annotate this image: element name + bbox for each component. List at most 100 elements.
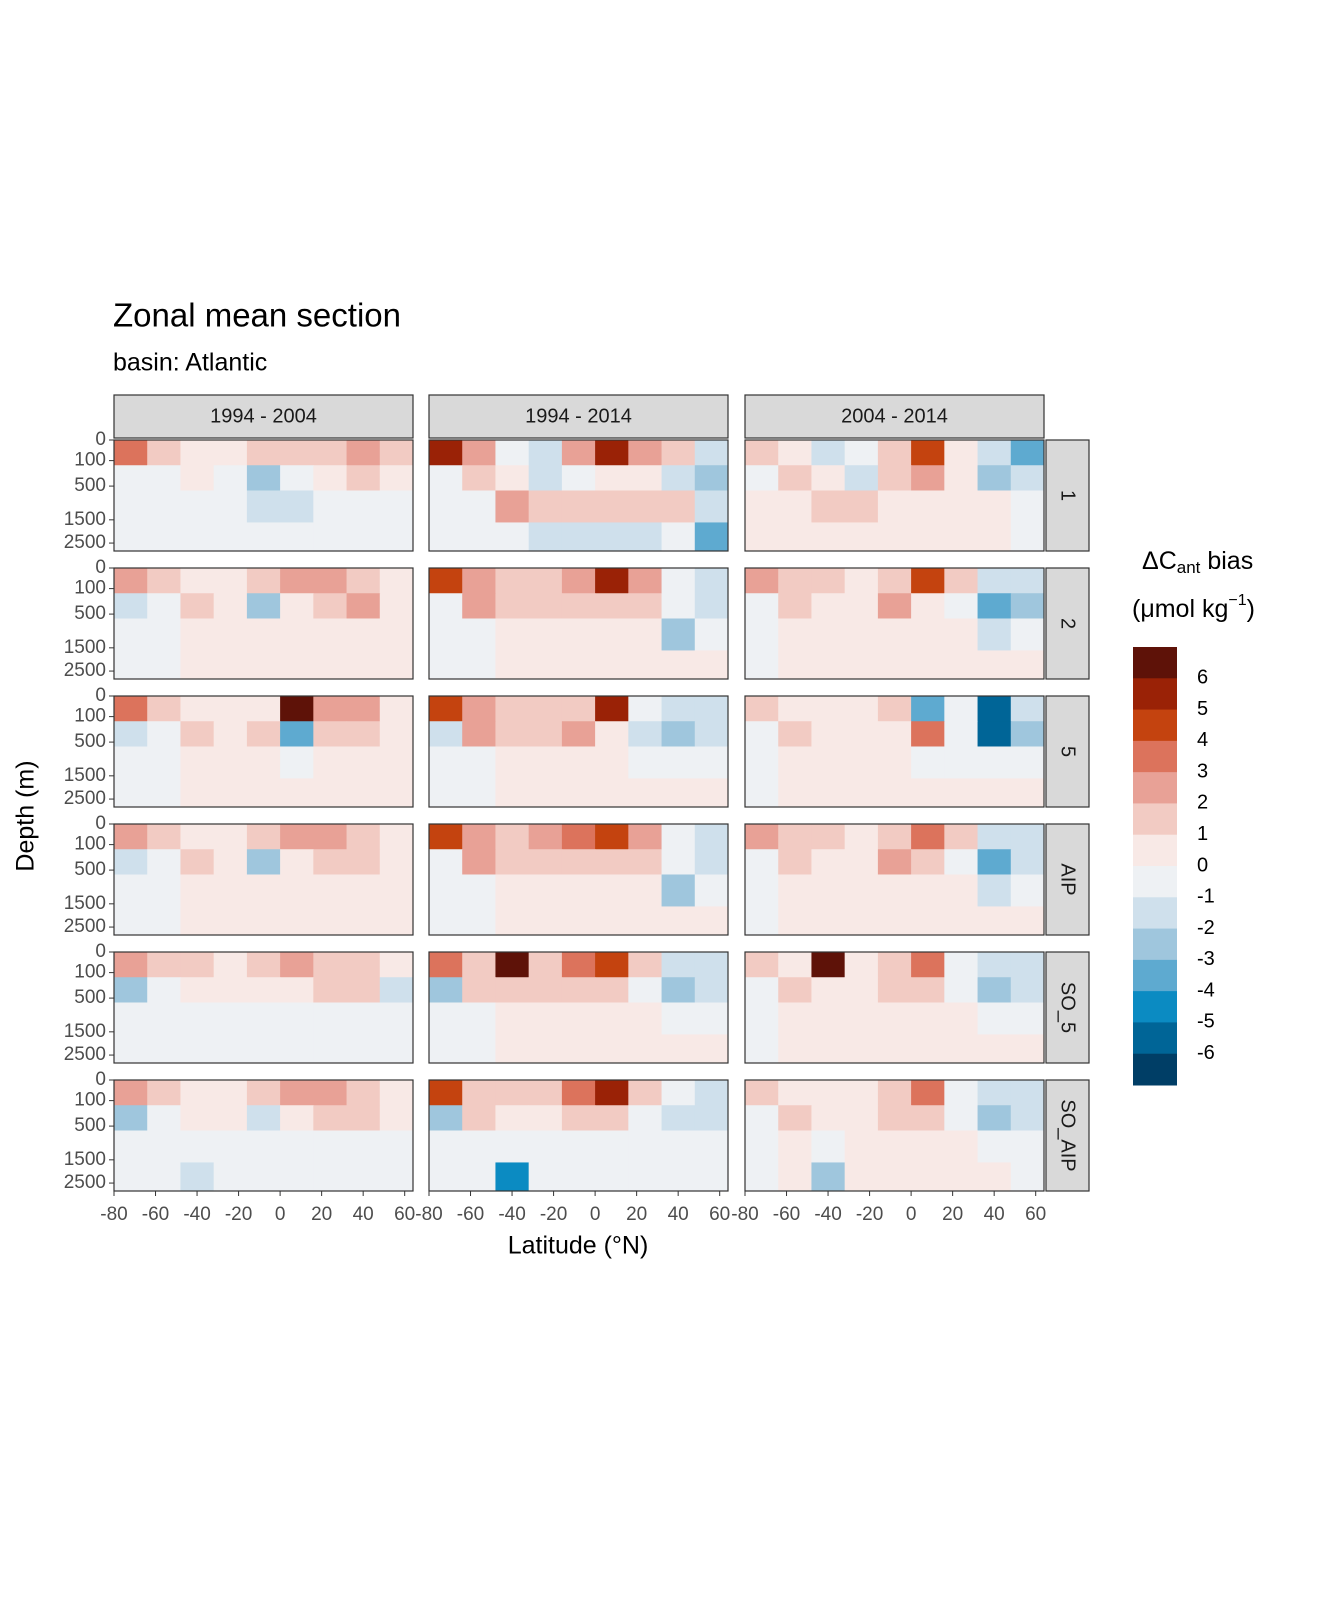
contour-cell <box>944 824 979 850</box>
contour-cell <box>811 824 846 850</box>
contour-cell <box>313 952 348 978</box>
contour-cell <box>1010 1002 1045 1035</box>
contour-cell <box>977 977 1012 1003</box>
contour-cell <box>561 746 596 779</box>
contour-cell <box>246 721 281 747</box>
contour-cell <box>595 568 629 594</box>
contour-cell <box>114 568 148 594</box>
contour-cell <box>811 977 846 1003</box>
contour-cell <box>911 650 945 680</box>
contour-cell <box>628 568 663 594</box>
contour-cell <box>213 696 248 722</box>
contour-cell <box>1010 1080 1045 1106</box>
x-tick-label: -60 <box>142 1204 169 1225</box>
contour-cell <box>745 568 779 594</box>
contour-cell <box>213 1162 248 1192</box>
contour-cell <box>346 440 381 466</box>
contour-cell <box>745 721 779 747</box>
legend-swatch <box>1133 709 1177 742</box>
contour-cell <box>246 696 281 722</box>
contour-cell <box>745 824 779 850</box>
contour-cell <box>595 522 629 552</box>
contour-cell <box>313 1002 348 1035</box>
contour-cell <box>346 1002 381 1035</box>
contour-cell <box>114 952 148 978</box>
contour-cell <box>877 874 912 907</box>
contour-cell <box>1010 746 1045 779</box>
contour-cell <box>844 465 879 491</box>
contour-cell <box>429 568 463 594</box>
contour-cell <box>280 824 314 850</box>
contour-cell <box>778 824 812 850</box>
contour-cell <box>844 1162 879 1192</box>
contour-cell <box>595 618 629 651</box>
contour-cell <box>561 824 596 850</box>
contour-cell <box>462 465 496 491</box>
contour-cell <box>661 1034 696 1064</box>
contour-cell <box>280 618 314 651</box>
contour-cell <box>778 721 812 747</box>
contour-cell <box>280 440 314 466</box>
contour-cell <box>180 1105 215 1131</box>
strip <box>428 394 729 439</box>
contour-cell <box>180 849 215 875</box>
contour-cell <box>462 568 496 594</box>
contour-cell <box>811 1130 846 1163</box>
contour-cell <box>147 1130 181 1163</box>
contour-cell <box>147 568 181 594</box>
contour-cell <box>944 440 979 466</box>
contour-cell <box>661 1002 696 1035</box>
contour-cell <box>379 824 414 850</box>
legend-swatch <box>1133 928 1177 961</box>
contour-cell <box>147 696 181 722</box>
contour-cell <box>561 906 596 936</box>
contour-cell <box>462 977 496 1003</box>
contour-cell <box>180 522 215 552</box>
contour-cell <box>694 490 729 523</box>
contour-cell <box>811 1080 846 1106</box>
contour-cell <box>213 440 248 466</box>
contour-cell <box>346 874 381 907</box>
contour-cell <box>694 952 729 978</box>
contour-cell <box>213 824 248 850</box>
contour-cell <box>694 874 729 907</box>
contour-cell <box>944 593 979 619</box>
panel-border <box>113 823 414 936</box>
contour-cell <box>246 568 281 594</box>
contour-cell <box>114 1105 148 1131</box>
contour-cell <box>661 778 696 808</box>
contour-cell <box>114 1002 148 1035</box>
contour-cell <box>280 696 314 722</box>
contour-cell <box>745 778 779 808</box>
contour-cell <box>661 1130 696 1163</box>
contour-cell <box>811 1034 846 1064</box>
contour-cell <box>280 1105 314 1131</box>
contour-cell <box>379 1130 414 1163</box>
x-tick-label: 0 <box>275 1204 286 1225</box>
panel-border <box>113 439 414 552</box>
contour-cell <box>180 465 215 491</box>
contour-cell <box>944 522 979 552</box>
y-tick-label: 0 <box>95 1069 106 1090</box>
contour-cell <box>246 1162 281 1192</box>
contour-cell <box>944 721 979 747</box>
contour-cell <box>180 568 215 594</box>
contour-cell <box>844 696 879 722</box>
contour-cell <box>114 696 148 722</box>
contour-cell <box>944 906 979 936</box>
contour-cell <box>379 1162 414 1192</box>
contour-cell <box>429 952 463 978</box>
contour-cell <box>811 1105 846 1131</box>
contour-cell <box>114 650 148 680</box>
contour-cell <box>1010 977 1045 1003</box>
y-tick-label: 500 <box>74 1115 106 1136</box>
contour-cell <box>114 1130 148 1163</box>
contour-cell <box>528 490 563 523</box>
contour-cell <box>280 778 314 808</box>
contour-cell <box>346 618 381 651</box>
contour-cell <box>379 874 414 907</box>
contour-cell <box>628 952 663 978</box>
contour-cell <box>147 849 181 875</box>
contour-cell <box>379 465 414 491</box>
contour-cell <box>495 490 530 523</box>
